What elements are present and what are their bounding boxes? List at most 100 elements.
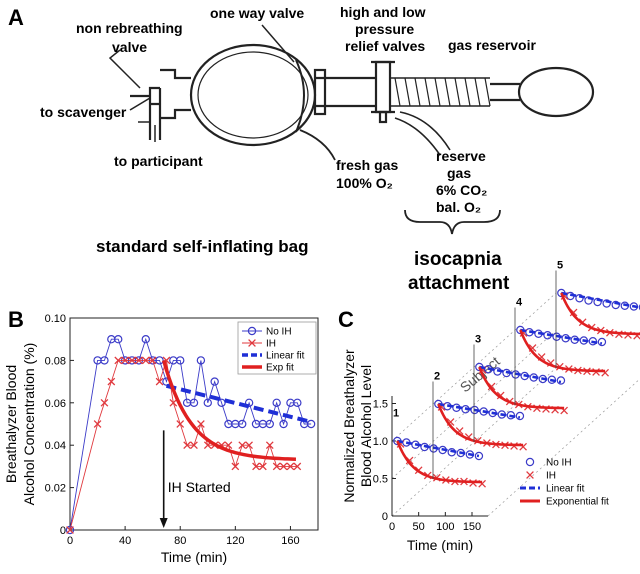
data-point	[100, 356, 109, 365]
data-point	[252, 462, 260, 471]
label-to-scavenger: to scavenger	[40, 104, 127, 120]
x-tick-label: 0	[389, 521, 395, 533]
data-point	[272, 398, 281, 407]
data-point	[611, 300, 620, 310]
data-point	[148, 356, 157, 365]
gas-reservoir	[517, 66, 595, 118]
data-point	[190, 441, 198, 450]
exp-fit-line	[396, 440, 483, 484]
linear-fit-line	[165, 383, 312, 424]
series-line-ih	[69, 359, 298, 531]
data-point	[597, 337, 607, 347]
one-way-valve	[295, 59, 305, 133]
y-tick-label: 1.0	[373, 436, 388, 448]
non-rebreathing-valve	[130, 86, 162, 140]
data-point	[183, 441, 191, 450]
data-point	[244, 398, 254, 407]
legend-label: Linear fit	[266, 351, 305, 362]
panel-label-c: C	[338, 307, 354, 332]
y-tick-label: 0.02	[45, 483, 66, 495]
data-point	[279, 462, 288, 471]
x-tick-label: 120	[226, 535, 244, 547]
subject-4: 4	[514, 297, 609, 405]
exp-fit-line	[560, 292, 640, 336]
data-point	[189, 398, 199, 407]
data-point	[217, 398, 226, 407]
linear-fit-line	[397, 439, 480, 458]
label-relief-2: pressure	[355, 21, 414, 37]
subject-3: 3	[473, 334, 568, 442]
label-reserve-co2: 6% CO₂	[436, 182, 487, 198]
exp-fit-line	[478, 366, 565, 410]
label-relief-3: relief valves	[345, 38, 425, 54]
data-point	[176, 356, 185, 365]
data-point	[515, 411, 525, 421]
legend-marker	[526, 471, 534, 479]
exp-fit-line	[162, 359, 297, 461]
legend-label: No IH	[546, 458, 572, 469]
relief-valves	[374, 60, 392, 114]
y-axis-label-1: Normalized Breathalyzer	[341, 349, 357, 503]
subject-label: 4	[516, 297, 523, 309]
legend-label: IH	[546, 471, 556, 482]
legend-marker	[248, 339, 256, 347]
exp-fit-line	[519, 329, 606, 373]
data-point	[293, 398, 302, 407]
data-point	[196, 356, 206, 365]
ih-started-label: IH Started	[168, 479, 231, 495]
linear-fit-line	[438, 402, 521, 419]
panel-label-a: A	[8, 5, 24, 30]
data-point	[135, 356, 143, 365]
label-reserve-gas: gas	[447, 165, 471, 181]
label-gas-reservoir: gas reservoir	[448, 37, 536, 53]
x-tick-label: 50	[413, 521, 425, 533]
subject-label: 1	[393, 408, 399, 420]
x-tick-label: 80	[174, 535, 186, 547]
x-axis-label: Time (min)	[161, 549, 227, 565]
legend-label: No IH	[266, 327, 292, 338]
plot-frame	[69, 317, 319, 531]
chart-c: 0 50 100 150 0 0.5 1.0 1.5 Time (min) Normalized …	[341, 260, 640, 553]
subject-label: 3	[475, 334, 481, 346]
data-point	[506, 411, 516, 420]
label-valve: valve	[112, 39, 147, 55]
subject-5: 5	[555, 260, 640, 368]
data-point	[100, 398, 109, 407]
data-point	[141, 335, 150, 344]
subject-2: 2	[432, 371, 527, 479]
subject-label: 5	[557, 260, 563, 272]
isocapnia-brace	[404, 209, 501, 235]
x-tick-label: 40	[119, 535, 131, 547]
data-point	[638, 304, 640, 311]
label-non-rebreathing: non rebreathing	[76, 20, 183, 36]
y-tick-label: 0	[60, 525, 66, 537]
data-point	[128, 356, 136, 365]
x-tick-label: 100	[436, 521, 454, 533]
data-point	[265, 419, 274, 429]
subject-label: 2	[434, 371, 440, 383]
data-point	[121, 356, 129, 365]
x-tick-label: 0	[67, 535, 73, 547]
data-point	[141, 356, 150, 365]
label-isocapnia: isocapnia	[414, 249, 502, 270]
data-point	[238, 441, 247, 450]
data-point	[588, 337, 598, 346]
y-axis-label-2: Alcohol Concentration (%)	[21, 343, 37, 506]
legend-c: No IH IH Linear fit Exponential fit	[520, 458, 609, 508]
data-point	[224, 441, 233, 450]
label-fresh-gas-o2: 100% O₂	[336, 175, 393, 191]
y-tick-label: 0.04	[45, 440, 66, 452]
label-relief-1: high and low	[340, 4, 426, 20]
data-point	[272, 462, 281, 471]
x-tick-label: 160	[281, 535, 299, 547]
data-point	[155, 377, 164, 386]
bag-diagram	[108, 24, 595, 235]
label-one-way-valve: one way valve	[210, 5, 304, 21]
legend-label: Exp fit	[266, 363, 294, 374]
y-tick-label: 0.06	[45, 398, 66, 410]
y-tick-label: 0.08	[45, 355, 66, 367]
legend-label: IH	[266, 339, 276, 350]
legend-marker	[525, 457, 535, 467]
data-point	[93, 420, 102, 428]
